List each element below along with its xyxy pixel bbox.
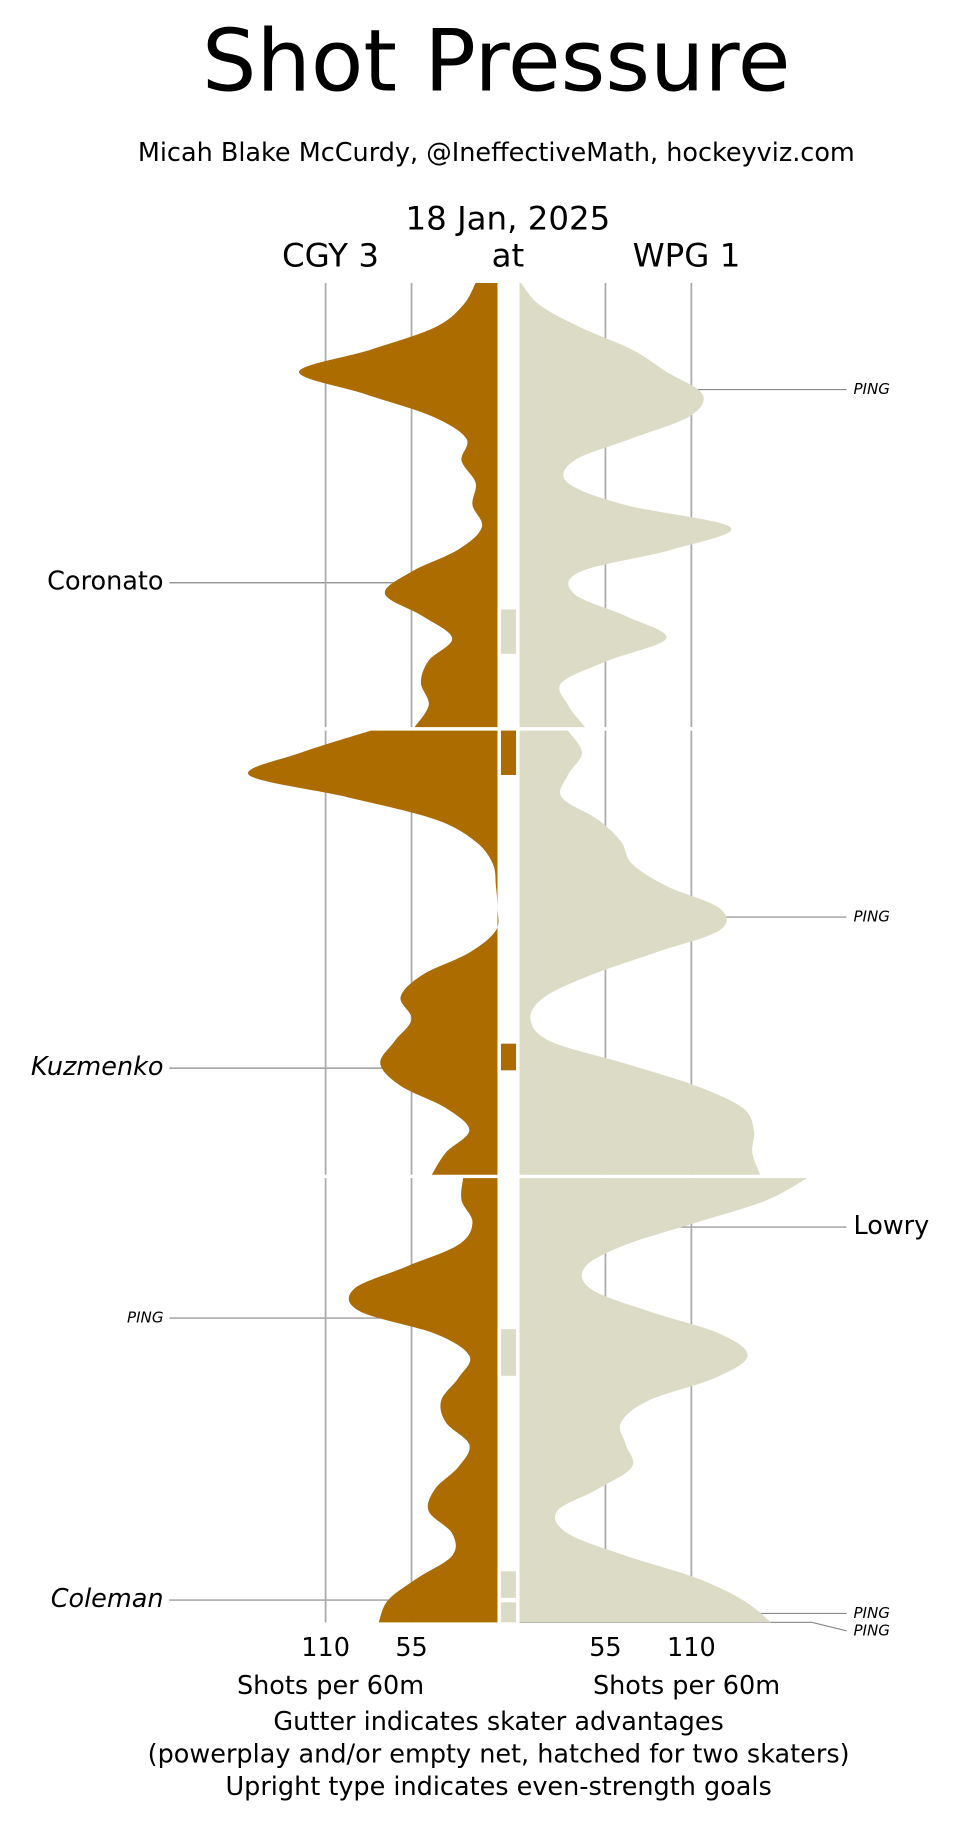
pressure-area bbox=[299, 282, 498, 728]
gutter-advantage bbox=[500, 1043, 517, 1071]
x-tick-label: 110 bbox=[301, 1633, 350, 1663]
pressure-area bbox=[519, 730, 761, 1175]
x-tick-label: 55 bbox=[589, 1633, 621, 1663]
x-axis-label: Shots per 60m bbox=[593, 1671, 780, 1701]
pressure-area bbox=[248, 730, 499, 1175]
x-tick-label: 55 bbox=[395, 1633, 427, 1663]
goal-label: PING bbox=[127, 1309, 163, 1327]
x-tick-label: 110 bbox=[667, 1633, 716, 1663]
pressure-area bbox=[348, 1178, 498, 1623]
note: (powerplay and/or empty net, hatched for… bbox=[148, 1740, 850, 1770]
goal-label: Coronato bbox=[47, 567, 163, 597]
goal-label: PING bbox=[853, 380, 889, 398]
subtitle: Micah Blake McCurdy, @IneffectiveMath, h… bbox=[138, 138, 855, 168]
goal-label: Lowry bbox=[853, 1211, 929, 1241]
note: Gutter indicates skater advantages bbox=[273, 1707, 723, 1737]
home-team: WPG 1 bbox=[633, 237, 741, 275]
goal-label: Coleman bbox=[51, 1584, 164, 1614]
gutter-advantage bbox=[500, 609, 517, 654]
plot-area: PING Coronato PING Kuzmenko Lowry PING Coleman… bbox=[31, 282, 929, 1663]
chart-title: Shot Pressure bbox=[202, 11, 791, 111]
note: Upright type indicates even-strength goa… bbox=[225, 1772, 771, 1802]
at-label: at bbox=[492, 237, 525, 275]
goal-label: PING bbox=[853, 908, 889, 926]
away-team: CGY 3 bbox=[282, 237, 379, 275]
goal-label: PING bbox=[853, 1621, 889, 1639]
gutter-advantage bbox=[500, 1602, 517, 1623]
pressure-area bbox=[519, 282, 732, 728]
x-axis-label: Shots per 60m bbox=[237, 1671, 424, 1701]
goal-label: Kuzmenko bbox=[31, 1052, 164, 1082]
gutter-advantage bbox=[500, 730, 517, 775]
goal-label: PING bbox=[853, 1604, 889, 1622]
gutter-advantage bbox=[500, 1329, 517, 1376]
game-date: 18 Jan, 2025 bbox=[405, 200, 610, 238]
pressure-area bbox=[519, 1178, 807, 1623]
gutter-advantage bbox=[500, 1571, 517, 1598]
